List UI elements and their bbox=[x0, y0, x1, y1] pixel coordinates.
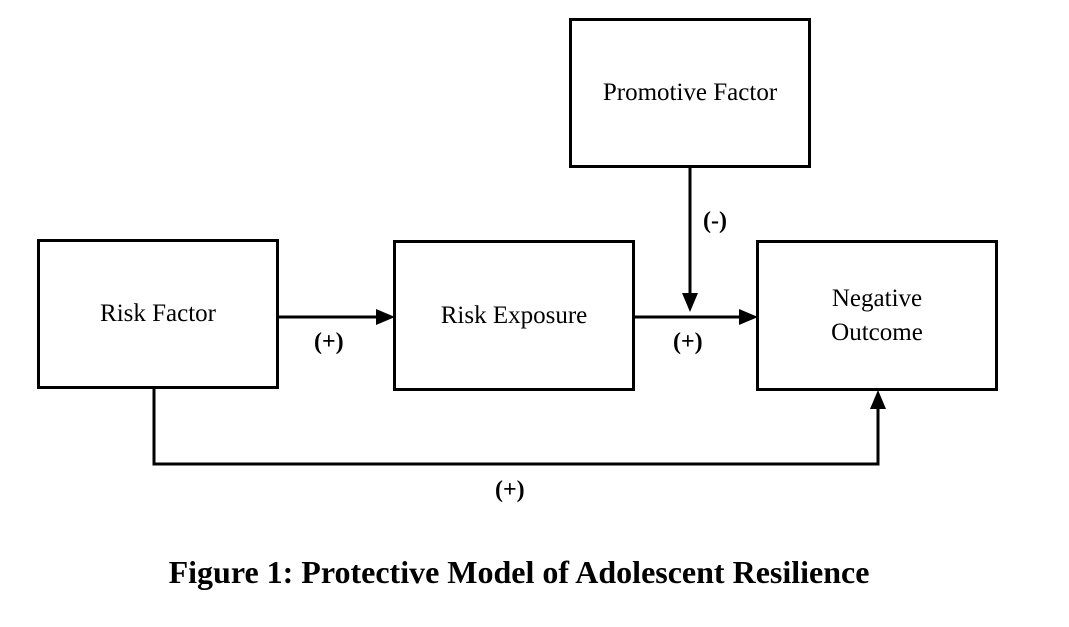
edge-label-risk-factor-to-exposure: (+) bbox=[314, 329, 344, 355]
node-risk-factor-label: Risk Factor bbox=[100, 300, 216, 327]
node-promotive-factor: Promotive Factor bbox=[569, 18, 811, 168]
edge-label-exposure-to-outcome: (+) bbox=[673, 329, 703, 355]
arrow-risk-factor-to-outcome bbox=[152, 388, 886, 466]
edge-label-risk-factor-to-outcome: (+) bbox=[495, 477, 525, 503]
node-risk-exposure: Risk Exposure bbox=[393, 240, 635, 391]
node-negative-outcome-label: Negative Outcome bbox=[831, 284, 923, 346]
edge-label-promotive-effect: (-) bbox=[703, 208, 727, 234]
node-promotive-factor-label: Promotive Factor bbox=[602, 79, 778, 106]
node-negative-outcome: Negative Outcome bbox=[756, 240, 998, 391]
arrow-promotive-effect bbox=[682, 166, 698, 312]
node-risk-factor: Risk Factor bbox=[37, 239, 279, 389]
arrow-exposure-to-outcome bbox=[633, 309, 758, 325]
node-risk-exposure-label: Risk Exposure bbox=[440, 301, 588, 329]
arrow-risk-factor-to-exposure bbox=[278, 309, 395, 325]
figure-caption: Figure 1: Protective Model of Adolescent… bbox=[168, 554, 870, 590]
